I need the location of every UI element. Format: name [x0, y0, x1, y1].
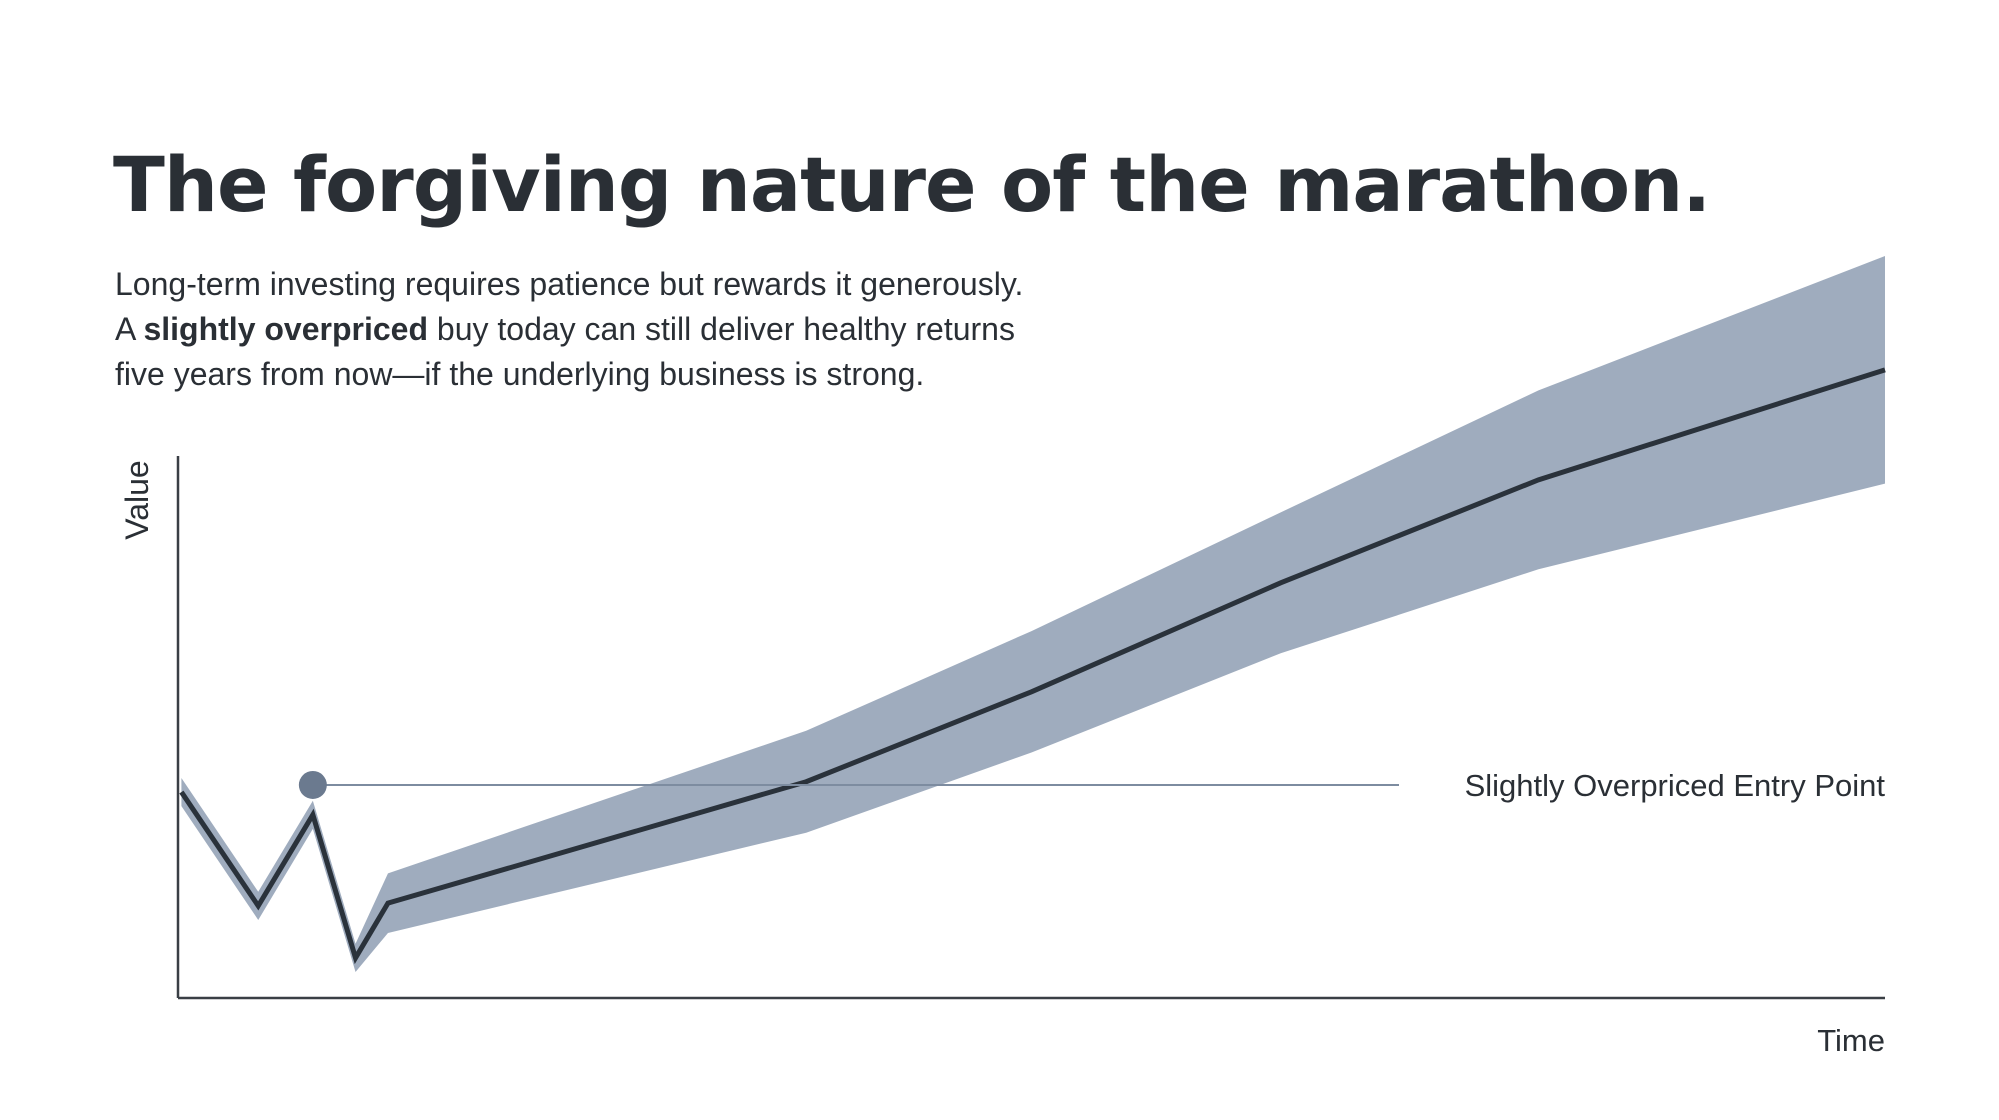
- entry-point-label: Slightly Overpriced Entry Point: [1465, 768, 1886, 803]
- x-axis-label: Time: [1817, 1023, 1885, 1058]
- subtitle-line-2-start: A: [115, 311, 144, 347]
- confidence-band: [181, 256, 1885, 972]
- subtitle-line-2-end: buy today can still deliver healthy retu…: [428, 311, 1015, 347]
- subtitle-line-2: A slightly overpriced buy today can stil…: [115, 307, 1215, 352]
- entry-point-marker: [298, 770, 327, 799]
- value-line: [179, 367, 1886, 965]
- y-axis-label: Value: [119, 460, 155, 539]
- subtitle-line-1: Long-term investing requires patience bu…: [115, 266, 1024, 302]
- subtitle: Long-term investing requires patience bu…: [115, 262, 1215, 397]
- subtitle-emphasis: slightly overpriced: [143, 311, 428, 347]
- subtitle-line-3: five years from now—if the underlying bu…: [115, 356, 925, 392]
- page-title: The forgiving nature of the marathon.: [113, 140, 1711, 229]
